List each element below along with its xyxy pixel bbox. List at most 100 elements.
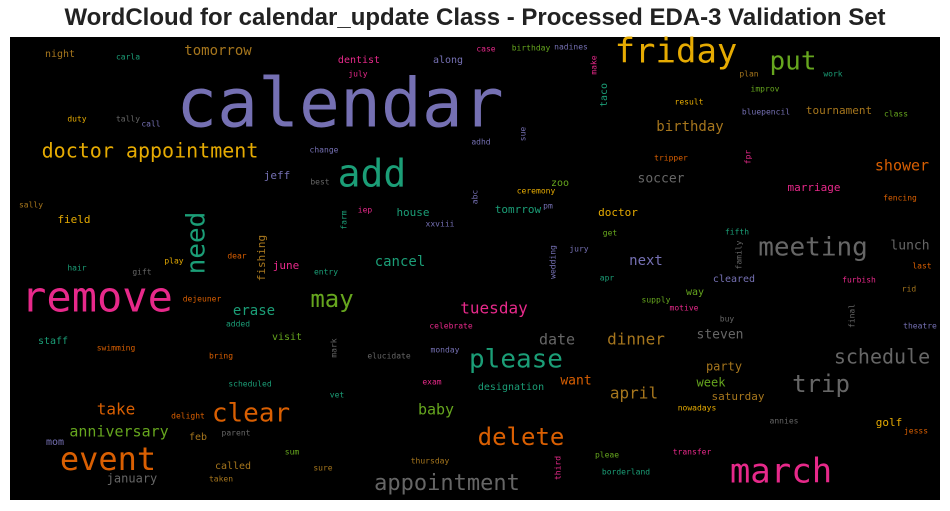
word-work: work xyxy=(823,70,842,79)
word-theatre: theatre xyxy=(903,322,937,331)
word-pm: pm xyxy=(543,202,553,211)
word-called: called xyxy=(215,461,251,472)
word-sum: sum xyxy=(285,448,300,457)
word-class: class xyxy=(884,110,908,119)
wordcloud-background xyxy=(10,37,940,500)
word-golf: golf xyxy=(876,416,903,429)
word-meeting: meeting xyxy=(758,233,868,263)
word-jeff: jeff xyxy=(264,169,291,182)
word-play: play xyxy=(164,257,183,266)
word-tournament: tournament xyxy=(806,104,872,117)
word-calendar: calendar xyxy=(176,65,504,144)
word-entry: entry xyxy=(314,268,338,277)
word-may: may xyxy=(310,285,353,313)
word-third: third xyxy=(554,456,563,480)
word-house: house xyxy=(396,206,429,219)
chart-title: WordCloud for calendar_update Class - Pr… xyxy=(64,4,886,31)
word-friday: friday xyxy=(615,32,738,72)
word-birthday: birthday xyxy=(512,44,551,53)
word-abc: abc xyxy=(471,190,480,205)
wordcloud-words: calendar remove friday add march event doctor … xyxy=(19,32,937,497)
word-marriage: marriage xyxy=(788,181,841,194)
word-sue: sue xyxy=(519,127,528,142)
word-anniversary: anniversary xyxy=(69,423,168,441)
word-bluepencil: bluepencil xyxy=(742,108,790,117)
word-trip: trip xyxy=(792,370,850,398)
word-please: please xyxy=(469,345,563,375)
word-april: april xyxy=(610,384,658,403)
word-date: date xyxy=(539,331,575,349)
word-sure: sure xyxy=(313,464,332,473)
word-erase: erase xyxy=(233,303,275,319)
word-carla: carla xyxy=(116,53,140,62)
word-furbish: furbish xyxy=(842,276,876,285)
word-zoo: zoo xyxy=(551,178,569,189)
word-schedule: schedule xyxy=(834,345,930,369)
word-result: result xyxy=(675,98,704,107)
word-adhd: adhd xyxy=(471,138,490,147)
word-thursday: thursday xyxy=(411,457,450,466)
word-borderland: borderland xyxy=(602,468,650,477)
word-celebrate: celebrate xyxy=(429,322,473,331)
word-add: add xyxy=(338,152,407,196)
word-taco: taco xyxy=(599,83,610,107)
word-nowadays: nowadays xyxy=(678,404,717,413)
word-parent: parent xyxy=(222,429,251,438)
word-case: case xyxy=(476,45,495,54)
word-hair: hair xyxy=(67,264,86,273)
word-best: best xyxy=(310,178,329,187)
word-pleae: pleae xyxy=(595,451,619,460)
word-delight: delight xyxy=(171,412,205,421)
word-ceremony: ceremony xyxy=(517,187,556,196)
word-designation: designation xyxy=(478,382,544,393)
word-take: take xyxy=(97,400,136,419)
word-transfer: transfer xyxy=(673,448,712,457)
word-jury: jury xyxy=(569,245,588,254)
word-baby: baby xyxy=(418,401,454,419)
word-tripper: tripper xyxy=(654,154,688,163)
word-nadines: nadines xyxy=(554,43,588,52)
word-dentist: dentist xyxy=(338,55,380,66)
word-event: event xyxy=(60,440,156,478)
word-vet: vet xyxy=(330,391,345,400)
word-appointment: appointment xyxy=(374,471,520,496)
word-night: night xyxy=(45,49,75,60)
word-swimming: swimming xyxy=(97,344,136,353)
word-buy: buy xyxy=(720,315,735,324)
word-way: way xyxy=(686,287,704,298)
word-lunch: lunch xyxy=(890,239,929,254)
word-mark: mark xyxy=(330,338,339,357)
word-xxviii: xxviii xyxy=(426,220,455,229)
word-june: june xyxy=(273,259,300,272)
word-wedding: wedding xyxy=(549,245,558,279)
word-remove: remove xyxy=(21,273,173,322)
word-gift: gift xyxy=(132,268,151,277)
word-tuesday: tuesday xyxy=(460,299,528,318)
word-get: get xyxy=(603,229,618,238)
word-improv: improv xyxy=(751,85,780,94)
word-mom: mom xyxy=(46,437,64,448)
word-doctor: doctor xyxy=(598,206,638,219)
word-fencing: fencing xyxy=(883,194,917,203)
word-cleared: cleared xyxy=(713,274,755,285)
word-staff: staff xyxy=(38,336,68,347)
word-feb: feb xyxy=(189,432,207,443)
word-dinner: dinner xyxy=(607,330,665,349)
word-put: put xyxy=(770,47,817,77)
word-supply: supply xyxy=(642,296,671,305)
word-monday: monday xyxy=(431,346,460,355)
word-week: week xyxy=(697,376,727,390)
word-fishing: fishing xyxy=(255,235,268,281)
word-plan: plan xyxy=(739,70,758,79)
word-added: added xyxy=(226,320,250,329)
word-make: make xyxy=(590,55,599,74)
word-march: march xyxy=(730,452,832,492)
word-taken: taken xyxy=(209,475,233,484)
word-exam: exam xyxy=(422,378,441,387)
word-birthday: birthday xyxy=(656,119,723,135)
word-apr: apr xyxy=(600,274,615,283)
word-along: along xyxy=(433,55,463,66)
word-party: party xyxy=(706,360,742,374)
word-change: change xyxy=(310,146,339,155)
word-motive: motive xyxy=(670,304,699,313)
